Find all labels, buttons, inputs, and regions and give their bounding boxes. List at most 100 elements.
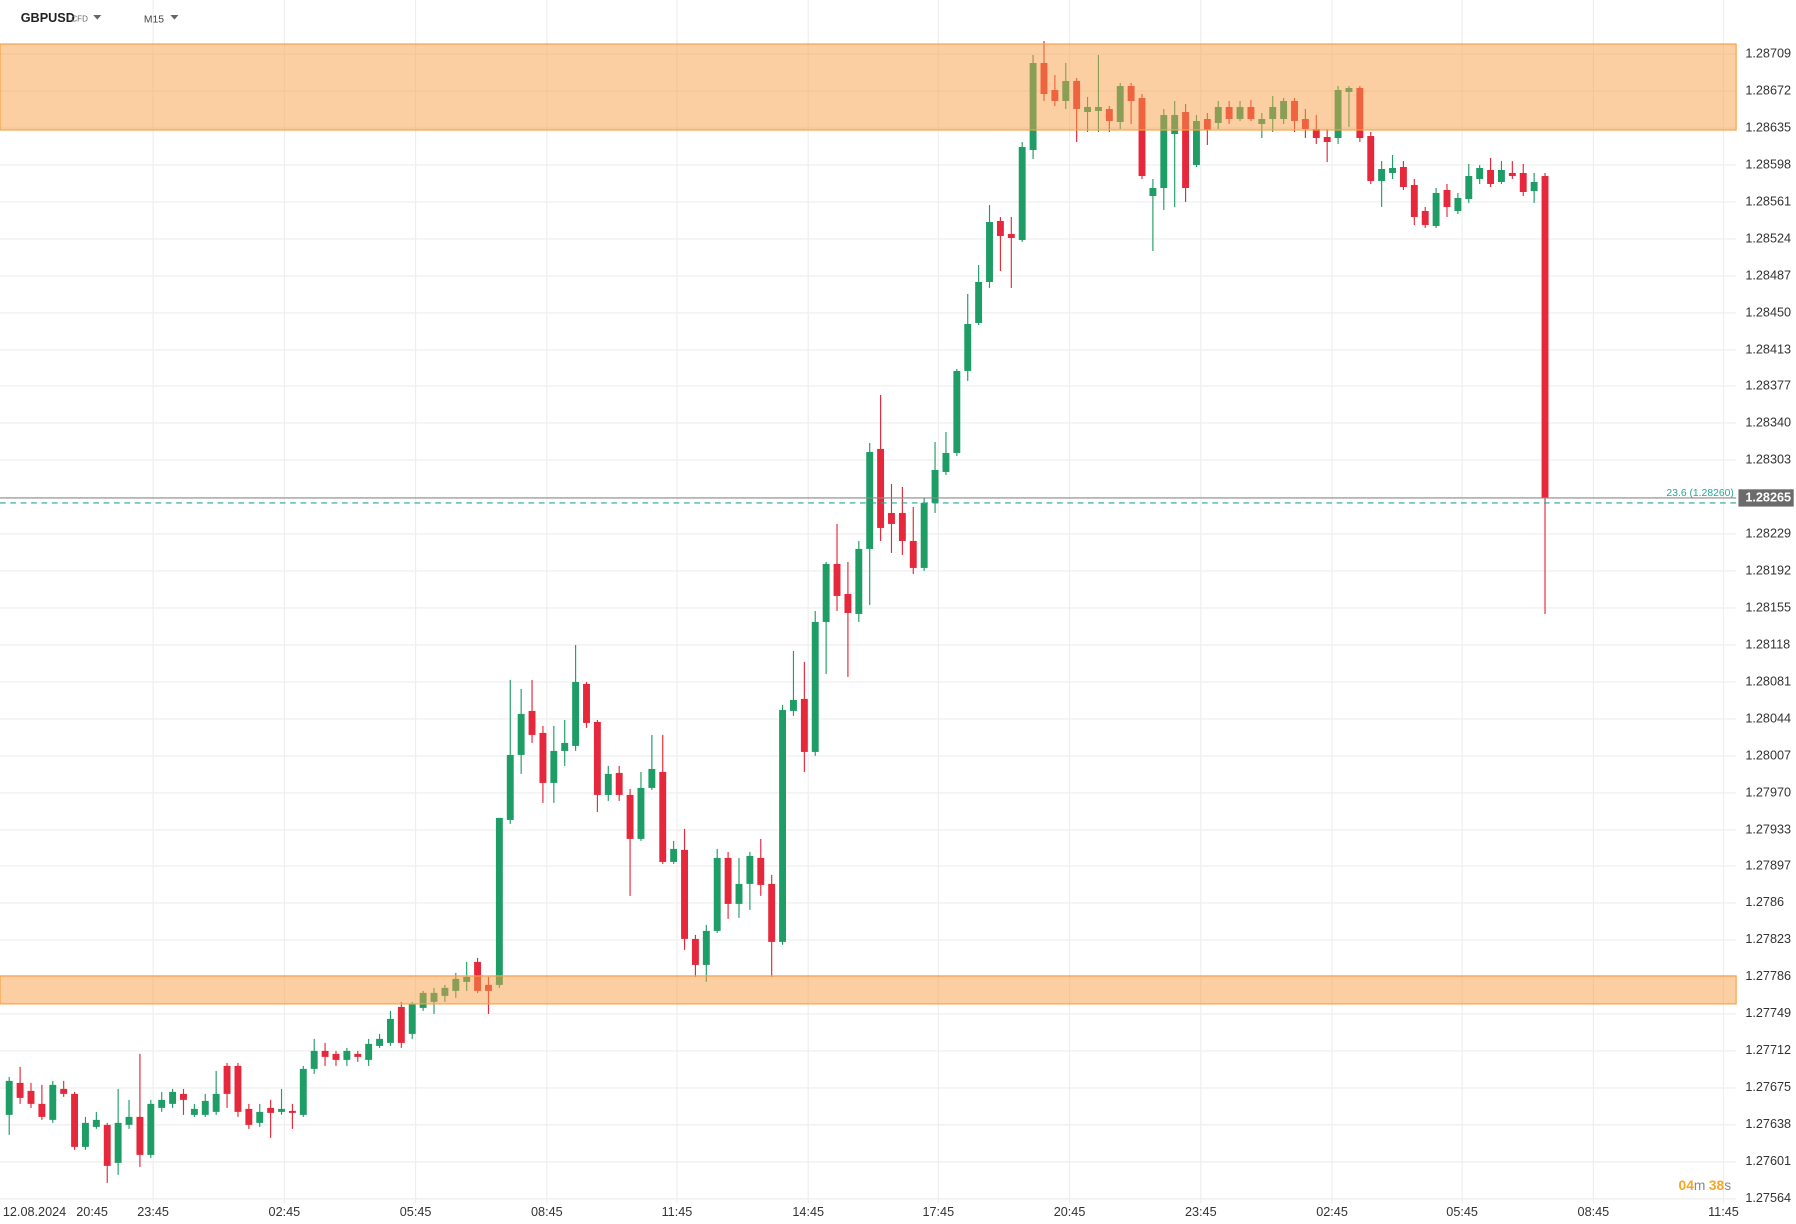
y-tick-label: 1.27970 bbox=[1745, 785, 1791, 799]
candle-body bbox=[1193, 120, 1200, 165]
candle-body bbox=[1160, 114, 1168, 188]
candle-body bbox=[1312, 128, 1320, 138]
y-tick-label: 1.28044 bbox=[1745, 711, 1791, 725]
candle-body bbox=[746, 855, 754, 884]
candle-body bbox=[681, 849, 688, 939]
candle-body bbox=[866, 451, 874, 549]
candle-body bbox=[212, 1093, 220, 1112]
candle-body bbox=[321, 1050, 329, 1057]
x-tick-label: 20:45 bbox=[1054, 1205, 1086, 1219]
candle-body bbox=[768, 883, 776, 942]
candle-body bbox=[125, 1116, 133, 1125]
fib-label: 23.6 (1.28260) bbox=[1666, 488, 1733, 499]
x-tick-label: 02:45 bbox=[1316, 1205, 1348, 1219]
candle-body bbox=[1182, 111, 1190, 188]
candle-body bbox=[986, 221, 993, 282]
candle-body bbox=[103, 1124, 111, 1166]
y-tick-label: 1.27749 bbox=[1745, 1006, 1791, 1020]
candle-body bbox=[60, 1088, 68, 1094]
candle-body bbox=[735, 883, 743, 904]
y-tick-label: 1.28118 bbox=[1745, 637, 1790, 651]
candle-body bbox=[408, 1003, 416, 1034]
price-tag-label: 1.28265 bbox=[1745, 490, 1791, 504]
candle-body bbox=[1410, 184, 1418, 217]
candle-body bbox=[920, 502, 928, 568]
candle-body bbox=[267, 1107, 275, 1113]
countdown: 04m 38s bbox=[1679, 1177, 1732, 1193]
x-tick-label: 12.08.2024 bbox=[3, 1205, 66, 1219]
timeframe-dropdown[interactable] bbox=[170, 14, 179, 20]
y-tick-label: 1.2786 bbox=[1745, 895, 1784, 909]
y-tick-label: 1.28229 bbox=[1745, 526, 1791, 540]
candle-body bbox=[169, 1091, 177, 1104]
candle-body bbox=[82, 1122, 89, 1147]
y-tick-label: 1.27675 bbox=[1745, 1080, 1791, 1094]
candle-body bbox=[561, 742, 569, 751]
candle-body bbox=[1465, 175, 1473, 199]
candle-body bbox=[1530, 181, 1538, 191]
y-tick-label: 1.28303 bbox=[1745, 452, 1791, 466]
candle-body bbox=[201, 1100, 209, 1115]
symbol-type: CFD bbox=[71, 15, 88, 24]
candle-body bbox=[1508, 172, 1516, 176]
candle-body bbox=[158, 1099, 166, 1108]
y-tick-label: 1.28598 bbox=[1745, 157, 1791, 171]
candle-body bbox=[1519, 172, 1527, 192]
candle-body bbox=[27, 1090, 35, 1104]
candle-body bbox=[953, 370, 961, 453]
candle-body bbox=[278, 1108, 285, 1112]
countdown-minutes: 04 bbox=[1679, 1177, 1695, 1193]
candle-body bbox=[593, 721, 601, 795]
candle-body bbox=[604, 773, 612, 795]
candle-body bbox=[583, 683, 590, 723]
candle-body bbox=[779, 709, 787, 942]
timeframe[interactable]: M15 bbox=[144, 14, 164, 25]
candle-body bbox=[386, 1018, 394, 1043]
zone bbox=[0, 43, 1737, 131]
candle-body bbox=[310, 1050, 318, 1069]
price-tag bbox=[1738, 489, 1794, 507]
candle-body bbox=[648, 768, 656, 788]
x-tick-label: 08:45 bbox=[1578, 1205, 1610, 1219]
y-tick-label: 1.27712 bbox=[1745, 1043, 1791, 1057]
x-tick-label: 05:45 bbox=[400, 1205, 432, 1219]
candle-body bbox=[789, 699, 797, 711]
candle-body bbox=[1367, 135, 1375, 181]
x-tick-label: 08:45 bbox=[531, 1205, 563, 1219]
candle-body bbox=[931, 469, 939, 503]
countdown-seconds: 38 bbox=[1709, 1177, 1725, 1193]
candle-body bbox=[757, 857, 765, 885]
overlays: 23.6 (1.28260) bbox=[0, 43, 1741, 1005]
zone bbox=[0, 975, 1737, 1005]
candle-body bbox=[256, 1111, 264, 1123]
candle-body bbox=[1378, 168, 1386, 181]
candle-body bbox=[1497, 169, 1505, 182]
y-tick-label: 1.28192 bbox=[1745, 563, 1791, 577]
candle-body bbox=[888, 512, 895, 524]
candle-body bbox=[964, 323, 972, 371]
x-tick-label: 11:45 bbox=[1708, 1205, 1739, 1219]
x-tick-label: 14:45 bbox=[792, 1205, 824, 1219]
candle-body bbox=[855, 548, 863, 614]
countdown-minutes-unit: m bbox=[1694, 1177, 1705, 1193]
candle-body bbox=[136, 1116, 144, 1155]
candle-body bbox=[114, 1122, 122, 1163]
y-tick-label: 1.28635 bbox=[1745, 120, 1791, 134]
candle-body bbox=[397, 1006, 405, 1043]
candle-body bbox=[800, 698, 808, 752]
candle-body bbox=[495, 817, 503, 985]
candle-body bbox=[833, 563, 841, 596]
symbol-dropdown[interactable] bbox=[93, 14, 102, 20]
symbol[interactable]: GBPUSD bbox=[21, 11, 75, 25]
candle-body bbox=[844, 593, 852, 613]
candle-body bbox=[71, 1093, 79, 1147]
candle-body bbox=[1389, 167, 1396, 173]
candle-body bbox=[822, 563, 830, 622]
candle-body bbox=[1149, 187, 1157, 196]
candle-body bbox=[702, 930, 710, 965]
y-tick-label: 1.28007 bbox=[1745, 748, 1791, 762]
y-tick-label: 1.28672 bbox=[1745, 83, 1791, 97]
y-tick-label: 1.27601 bbox=[1745, 1154, 1791, 1168]
y-tick-label: 1.28413 bbox=[1745, 342, 1791, 356]
